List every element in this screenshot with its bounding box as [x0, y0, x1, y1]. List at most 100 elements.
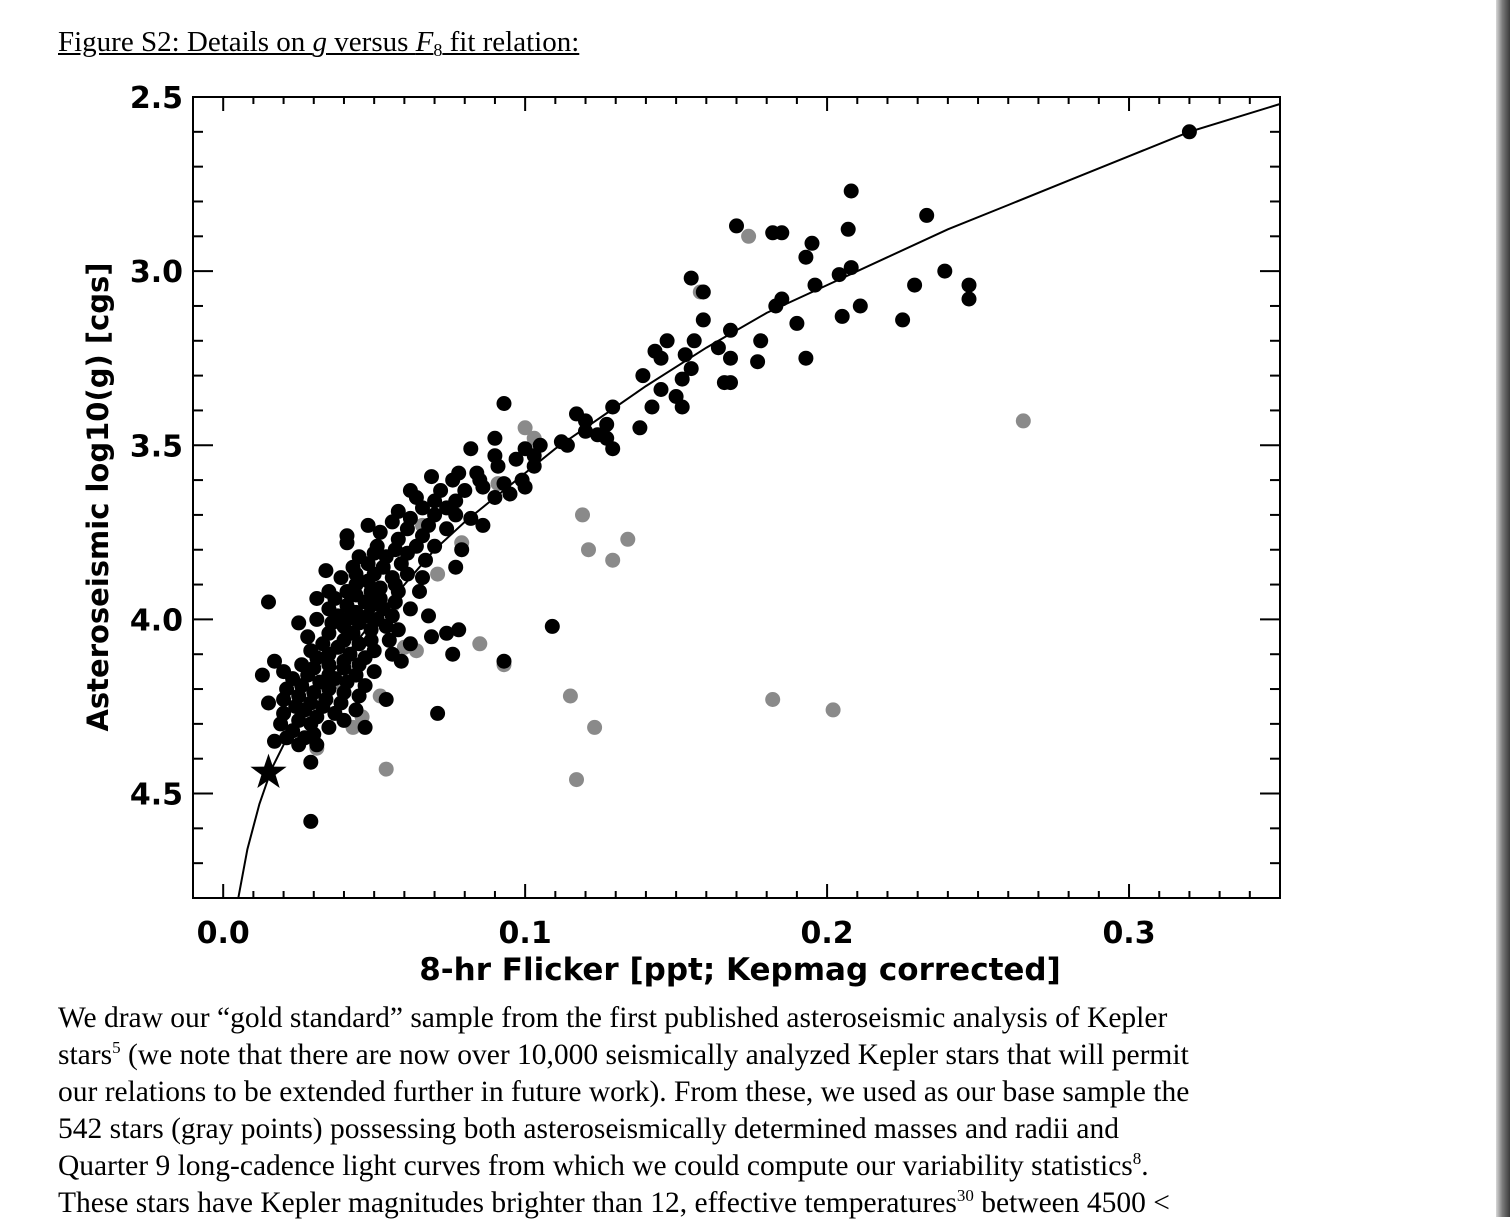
data-point [683, 270, 699, 286]
data-point [363, 622, 379, 638]
data-point [578, 423, 593, 439]
body-text-span: (we note that there are now over 10,000 … [120, 1039, 1189, 1071]
data-point [843, 183, 859, 199]
data-point [834, 308, 850, 324]
data-point [472, 636, 488, 652]
data-point [683, 361, 699, 377]
data-point [804, 235, 820, 251]
body-text-span: 542 stars (gray points) possessing both … [58, 1113, 1119, 1145]
body-line: stars5 (we note that there are now over … [58, 1037, 1318, 1074]
data-point [300, 629, 316, 645]
data-point [309, 611, 325, 627]
data-point [261, 594, 276, 610]
data-point [351, 636, 367, 652]
sun-star-marker [250, 753, 287, 788]
data-point [390, 622, 406, 638]
data-point [852, 298, 868, 314]
reference-superscript: 5 [112, 1038, 121, 1057]
data-point [502, 486, 518, 502]
data-point [496, 653, 512, 669]
data-point [723, 350, 738, 366]
x-axis-label: 8-hr Flicker [ppt; Kepmag corrected] [419, 952, 1061, 988]
data-point [789, 315, 805, 331]
data-point [430, 566, 446, 582]
data-point [587, 719, 603, 735]
data-point [526, 448, 542, 464]
data-point [907, 277, 923, 293]
y-axis-label: Asteroseismic log10(g) [cgs] [81, 262, 115, 731]
data-point [562, 688, 578, 704]
data-point [674, 399, 690, 415]
data-point [686, 333, 702, 349]
data-point [321, 657, 337, 673]
data-point [348, 566, 364, 582]
data-point [937, 263, 953, 279]
data-point [644, 399, 660, 415]
data-point [448, 559, 464, 575]
data-point [267, 653, 282, 669]
data-point [575, 507, 590, 523]
data-point [753, 333, 769, 349]
data-point [463, 441, 479, 457]
data-point [427, 538, 443, 554]
data-point [430, 705, 446, 721]
y-tick-label: 4.5 [130, 778, 183, 813]
body-line: These stars have Kepler magnitudes brigh… [58, 1185, 1318, 1222]
data-point [339, 535, 355, 551]
data-point [424, 629, 439, 645]
reference-superscript: 30 [956, 1186, 974, 1205]
fit-curve [237, 103, 1281, 899]
data-point [291, 615, 307, 631]
data-point [825, 702, 841, 718]
data-point [448, 507, 464, 523]
data-point [348, 702, 364, 718]
data-point [581, 542, 596, 558]
data-point [517, 479, 533, 495]
data-point [632, 420, 648, 436]
data-point [412, 584, 427, 599]
body-line: our relations to be extended further in … [58, 1074, 1318, 1111]
data-point [399, 521, 415, 537]
data-point [309, 737, 325, 753]
data-point [674, 371, 690, 387]
y-tick-label: 2.5 [130, 81, 183, 116]
data-point [635, 368, 651, 384]
caption-var-f: F [415, 26, 434, 58]
data-point [765, 692, 781, 707]
plot-frame [192, 96, 1281, 899]
body-text-span: These stars have Kepler magnitudes brigh… [58, 1187, 957, 1219]
data-point [321, 646, 337, 662]
data-point [384, 514, 400, 530]
scatter-chart: 0.0 0.1 0.2 0.3 2.5 3.0 3.5 4.0 4.5 8-hr Flicker… [81, 81, 1281, 988]
window-edge [1496, 0, 1510, 1217]
data-point [695, 312, 711, 328]
caption-prefix: Figure S2: Details on [58, 26, 313, 58]
caption-middle: versus [327, 26, 416, 58]
caption-suffix: fit relation: [442, 26, 580, 58]
data-point [415, 500, 430, 516]
x-tick-label: 0.1 [499, 916, 552, 951]
data-point [659, 333, 675, 349]
data-point [424, 469, 439, 485]
data-point [620, 531, 636, 547]
tick-labels: 0.0 0.1 0.2 0.3 2.5 3.0 3.5 4.0 4.5 [130, 81, 1156, 951]
y-tick-label: 3.5 [130, 429, 183, 464]
data-point [366, 664, 382, 680]
data-point [605, 552, 621, 568]
y-tick-label: 3.0 [130, 255, 183, 290]
data-point [291, 737, 307, 753]
data-point [321, 719, 337, 735]
data-point [496, 396, 512, 411]
data-point [318, 563, 334, 579]
data-point [439, 521, 455, 537]
data-point [303, 754, 319, 770]
data-point [919, 207, 935, 223]
data-point [457, 483, 473, 498]
axis-ticks [193, 96, 1281, 899]
data-point [333, 570, 349, 586]
data-point [774, 225, 790, 241]
data-point [303, 813, 319, 829]
body-text-span: Quarter 9 long-cadence light curves from… [58, 1150, 1133, 1182]
figure-caption: Figure S2: Details on g versus F8 fit re… [58, 26, 579, 61]
